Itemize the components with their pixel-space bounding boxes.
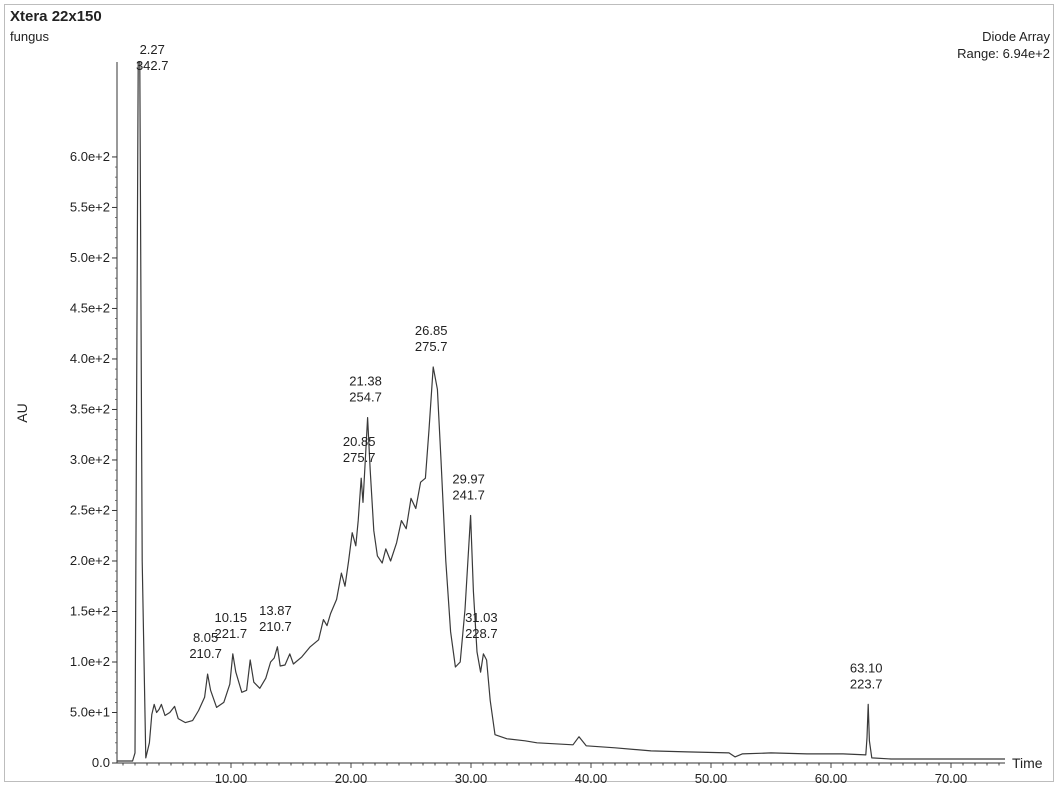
x-axis-label: Time (1012, 755, 1043, 771)
chart-title: Xtera 22x150 (10, 8, 102, 25)
x-tick-label: 50.00 (695, 771, 728, 786)
y-tick-label: 5.0e+2 (70, 250, 110, 265)
x-axis: 10.00 20.00 30.00 40.00 50.00 60.00 70.00 (117, 762, 1005, 786)
detector-label: Diode Array (982, 29, 1050, 44)
y-tick-label: 3.5e+2 (70, 401, 110, 416)
peak-mass: 210.7 (189, 646, 222, 661)
peak-retention-time: 20.85 (343, 434, 376, 449)
peak-mass: 241.7 (452, 488, 485, 503)
y-tick-label: 5.0e+1 (70, 704, 110, 719)
range-label: Range: 6.94e+2 (957, 46, 1050, 61)
y-tick-label: 3.0e+2 (70, 452, 110, 467)
peak-retention-time: 8.05 (193, 630, 218, 645)
trace-group (117, 61, 1005, 762)
peak-mass: 221.7 (215, 626, 248, 641)
peak-mass: 228.7 (465, 626, 498, 641)
peak-retention-time: 26.85 (415, 323, 448, 338)
x-tick-label: 10.00 (215, 771, 248, 786)
peak-labels: 2.27342.78.05210.710.15221.713.87210.720… (136, 42, 883, 691)
peak-mass: 223.7 (850, 676, 883, 691)
peak-mass: 342.7 (136, 58, 169, 73)
y-axis: 0.0 5.0e+1 1.0e+2 1.5e+2 2.0e+2 2.5e+2 3.0e+2 3… (70, 62, 118, 770)
peak-mass: 254.7 (349, 390, 382, 405)
x-tick-label: 20.00 (335, 771, 368, 786)
peak-mass: 275.7 (415, 339, 448, 354)
sample-name: fungus (10, 29, 50, 44)
y-tick-label: 0.0 (92, 755, 110, 770)
peak-retention-time: 10.15 (215, 610, 248, 625)
chart-frame (4, 4, 1054, 782)
peak-retention-time: 21.38 (349, 374, 382, 389)
y-tick-label: 2.5e+2 (70, 502, 110, 517)
x-tick-label: 40.00 (575, 771, 608, 786)
peak-retention-time: 63.10 (850, 660, 883, 675)
peak-retention-time: 13.87 (259, 603, 292, 618)
y-tick-label: 6.0e+2 (70, 149, 110, 164)
x-tick-label: 70.00 (935, 771, 968, 786)
peak-mass: 210.7 (259, 619, 292, 634)
y-tick-label: 4.5e+2 (70, 300, 110, 315)
x-tick-label: 60.00 (815, 771, 848, 786)
y-tick-label: 5.5e+2 (70, 199, 110, 214)
peak-retention-time: 2.27 (140, 42, 165, 57)
chromatogram-trace (117, 61, 1005, 762)
y-tick-label: 1.0e+2 (70, 654, 110, 669)
peak-retention-time: 29.97 (452, 472, 485, 487)
x-tick-label: 30.00 (455, 771, 488, 786)
peak-mass: 275.7 (343, 450, 376, 465)
y-axis-label: AU (14, 403, 30, 422)
peak-retention-time: 31.03 (465, 610, 498, 625)
y-tick-label: 2.0e+2 (70, 553, 110, 568)
y-tick-label: 4.0e+2 (70, 351, 110, 366)
y-tick-label: 1.5e+2 (70, 603, 110, 618)
